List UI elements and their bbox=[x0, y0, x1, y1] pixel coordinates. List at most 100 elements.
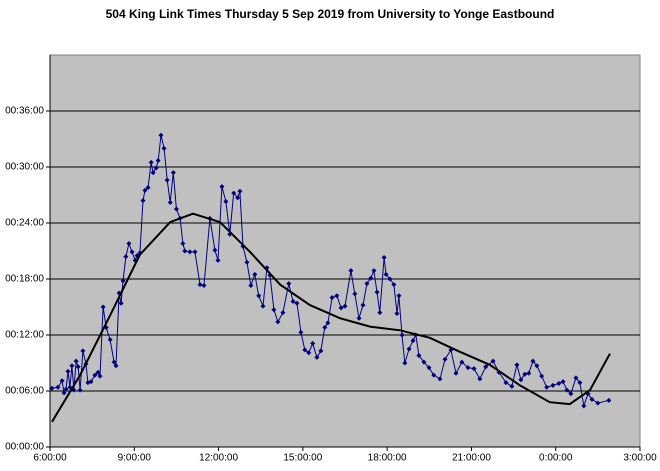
data-point bbox=[421, 359, 427, 365]
data-point bbox=[252, 271, 258, 277]
data-point bbox=[568, 391, 574, 397]
data-point bbox=[201, 283, 207, 289]
data-point bbox=[530, 358, 536, 364]
data-point bbox=[368, 275, 374, 281]
x-tick-label: 15:00:00 bbox=[283, 453, 322, 464]
plot-area bbox=[49, 54, 641, 448]
data-point bbox=[294, 300, 300, 306]
x-tick-label: 9:00:00 bbox=[118, 453, 152, 464]
data-point bbox=[477, 376, 483, 382]
data-point bbox=[92, 372, 98, 378]
data-point bbox=[197, 282, 203, 288]
data-point bbox=[483, 364, 489, 370]
data-point bbox=[55, 384, 61, 390]
data-point bbox=[374, 289, 380, 295]
data-point bbox=[437, 376, 443, 382]
data-point bbox=[73, 358, 79, 364]
data-point bbox=[371, 268, 377, 274]
data-point bbox=[77, 387, 83, 393]
data-point bbox=[170, 170, 176, 176]
data-point bbox=[290, 298, 296, 304]
data-point bbox=[111, 359, 117, 365]
data-point bbox=[256, 293, 262, 299]
data-point bbox=[471, 366, 477, 372]
data-point bbox=[150, 170, 156, 176]
data-point bbox=[298, 329, 304, 335]
data-point bbox=[59, 378, 65, 384]
data-point bbox=[100, 304, 106, 310]
data-point bbox=[514, 362, 520, 368]
y-tick-label: 00:36:00 bbox=[5, 106, 44, 117]
data-point bbox=[410, 338, 416, 344]
data-point bbox=[377, 310, 383, 316]
data-point bbox=[237, 188, 243, 194]
data-point bbox=[360, 302, 366, 308]
data-point bbox=[75, 364, 81, 370]
data-point bbox=[148, 159, 154, 165]
data-point bbox=[364, 281, 370, 287]
data-point bbox=[518, 377, 524, 383]
data-point bbox=[129, 249, 135, 255]
y-tick-label: 00:24:00 bbox=[5, 218, 44, 229]
data-point bbox=[352, 291, 358, 297]
data-point bbox=[526, 370, 532, 376]
data-point bbox=[95, 369, 101, 375]
data-point bbox=[302, 347, 308, 353]
data-point bbox=[275, 319, 281, 325]
data-point bbox=[595, 400, 601, 406]
data-point bbox=[342, 303, 348, 309]
y-tick-label: 00:00:00 bbox=[5, 442, 44, 453]
data-point bbox=[215, 257, 221, 263]
y-tick-label: 00:30:00 bbox=[5, 162, 44, 173]
data-point bbox=[231, 190, 237, 196]
data-point bbox=[192, 249, 198, 255]
data-point bbox=[503, 380, 509, 386]
data-point bbox=[402, 360, 408, 366]
data-point bbox=[426, 365, 432, 371]
data-point bbox=[329, 295, 335, 301]
data-point bbox=[158, 132, 164, 138]
data-point bbox=[306, 350, 312, 356]
data-point bbox=[544, 384, 550, 390]
data-point bbox=[223, 199, 229, 205]
data-point bbox=[161, 145, 167, 151]
data-point bbox=[387, 276, 393, 282]
data-point bbox=[80, 348, 86, 354]
data-point bbox=[556, 381, 562, 387]
data-point bbox=[406, 346, 412, 352]
y-tick-label: 00:18:00 bbox=[5, 274, 44, 285]
data-point bbox=[219, 184, 225, 190]
chart-title: 504 King Link Times Thursday 5 Sep 2019 … bbox=[106, 7, 555, 21]
data-point bbox=[310, 340, 316, 346]
data-point bbox=[235, 195, 241, 201]
data-point bbox=[63, 386, 69, 392]
data-point bbox=[155, 157, 161, 163]
data-point bbox=[577, 380, 583, 386]
data-point bbox=[182, 248, 188, 254]
data-point bbox=[153, 165, 159, 171]
data-point bbox=[49, 385, 55, 391]
data-point bbox=[97, 373, 103, 379]
x-tick-label: 3:00:00 bbox=[623, 453, 657, 464]
data-point bbox=[573, 375, 579, 381]
x-tick-label: 6:00:00 bbox=[33, 453, 67, 464]
data-point bbox=[459, 359, 465, 365]
data-point bbox=[120, 278, 126, 284]
x-tick-label: 18:00:00 bbox=[368, 453, 407, 464]
data-point bbox=[145, 185, 151, 191]
x-tick-label: 0:00:00 bbox=[539, 453, 573, 464]
data-point bbox=[142, 187, 148, 193]
data-point bbox=[416, 353, 422, 359]
data-point bbox=[140, 198, 146, 204]
data-point bbox=[564, 387, 570, 393]
data-point bbox=[212, 247, 218, 253]
data-point bbox=[560, 379, 566, 385]
data-point bbox=[539, 373, 545, 379]
data-point bbox=[118, 300, 124, 306]
y-tick-label: 00:12:00 bbox=[5, 330, 44, 341]
data-point bbox=[260, 303, 266, 309]
data-point bbox=[399, 332, 405, 338]
y-tick-label: 00:06:00 bbox=[5, 386, 44, 397]
data-point bbox=[248, 283, 254, 289]
